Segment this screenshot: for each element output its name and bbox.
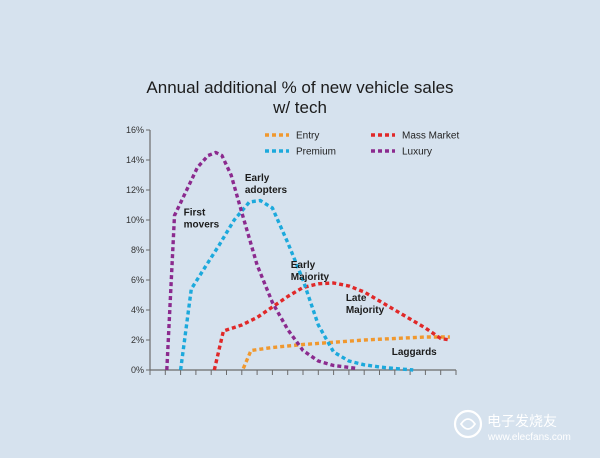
x-ticks (149, 370, 457, 375)
y-tick-label: 12% (126, 185, 144, 195)
annotation-label: First movers (184, 208, 220, 231)
y-ticks: 0% 2% 4% 6% 8% 10% 12% 14% 16% (126, 125, 150, 375)
series-line-entry (241, 335, 450, 370)
legend-label: Entry (296, 131, 319, 142)
annotation-label: Early adopters (245, 173, 288, 196)
chart-title-line1: Annual additional % of new vehicle sales (146, 78, 453, 97)
chart-title-line2: w/ tech (272, 98, 327, 117)
legend: Entry Mass Market Premium Luxury (265, 131, 459, 158)
y-tick-label: 2% (131, 335, 144, 345)
watermark: 电子发烧友 www.elecfans.com (453, 409, 571, 443)
y-tick-label: 0% (131, 365, 144, 375)
y-tick-label: 14% (126, 155, 144, 165)
y-tick-label: 6% (131, 275, 144, 285)
annotation-label: Laggards (392, 347, 437, 358)
annotation-label: Late Majority (346, 293, 385, 316)
annotations: First movers Early adopters Early Majority Lat… (184, 173, 438, 358)
series-layer (165, 150, 451, 372)
legend-label: Premium (296, 147, 336, 158)
watermark-url: www.elecfans.com (487, 432, 571, 443)
watermark-logo-mark (459, 418, 477, 430)
y-tick-label: 10% (126, 215, 144, 225)
y-tick-label: 8% (131, 245, 144, 255)
series-line-mass-market (212, 281, 451, 371)
legend-label: Mass Market (402, 131, 459, 142)
legend-label: Luxury (402, 147, 432, 158)
series-line-premium (178, 198, 414, 372)
watermark-logo-icon (453, 409, 483, 439)
y-tick-label: 4% (131, 305, 144, 315)
annotation-label: Early Majority (291, 260, 330, 283)
y-tick-label: 16% (126, 125, 144, 135)
watermark-text: 电子发烧友 (487, 413, 557, 429)
series-line-luxury (165, 150, 359, 371)
